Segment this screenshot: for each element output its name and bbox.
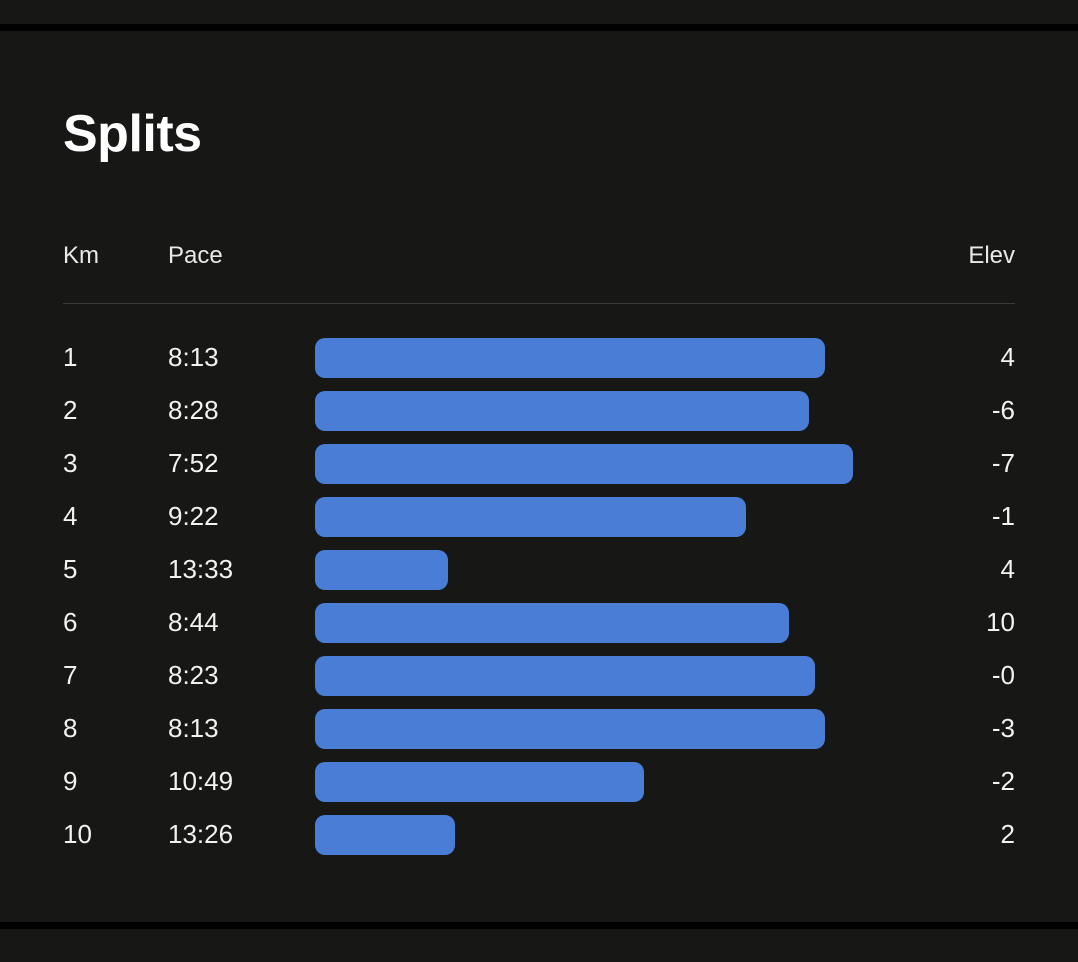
split-pace: 8:23: [168, 660, 219, 691]
split-pace: 7:52: [168, 448, 219, 479]
split-pace-bar: [315, 602, 789, 643]
split-km: 5: [63, 554, 78, 585]
split-elev: -2: [991, 766, 1015, 797]
card-gap: [0, 24, 1078, 31]
split-km: 6: [63, 607, 78, 638]
card-gap: [0, 922, 1078, 929]
split-bar-track: [315, 708, 925, 749]
split-pace-bar: [315, 337, 825, 378]
split-elev: 2: [1000, 819, 1015, 850]
split-elev: 4: [1000, 342, 1015, 373]
split-pace-bar: [315, 761, 644, 802]
col-header-bar-spacer: [315, 239, 925, 272]
split-pace: 8:28: [168, 395, 219, 426]
split-row-5: 5 13:33 4: [63, 543, 1015, 596]
split-bar-track: [315, 496, 925, 537]
split-row-8: 8 8:13 -3: [63, 702, 1015, 755]
next-card-fragment: [0, 929, 1078, 962]
split-elev: -7: [991, 448, 1015, 479]
split-row-1: 1 8:13 4: [63, 331, 1015, 384]
split-bar-track: [315, 655, 925, 696]
split-pace: 8:13: [168, 342, 219, 373]
split-km: 3: [63, 448, 78, 479]
splits-table-body: 1 8:13 4 2 8:28 -6 3 7:52 -7 4 9:22 -1 5 13:33 4 6 8:44 1…: [63, 331, 1015, 861]
split-pace-bar: [315, 655, 815, 696]
split-km: 9: [63, 766, 78, 797]
split-km: 2: [63, 395, 78, 426]
split-km: 7: [63, 660, 78, 691]
split-km: 8: [63, 713, 78, 744]
split-pace: 8:13: [168, 713, 219, 744]
split-bar-track: [315, 814, 925, 855]
split-pace: 13:33: [168, 554, 234, 585]
split-row-7: 7 8:23 -0: [63, 649, 1015, 702]
split-pace-bar: [315, 443, 853, 484]
split-km: 10: [63, 819, 92, 850]
split-row-4: 4 9:22 -1: [63, 490, 1015, 543]
split-elev: 4: [1000, 554, 1015, 585]
col-header-elev: Elev: [968, 242, 1015, 270]
split-row-2: 2 8:28 -6: [63, 384, 1015, 437]
split-pace-bar: [315, 496, 746, 537]
split-pace: 9:22: [168, 501, 219, 532]
split-elev: -0: [991, 660, 1015, 691]
split-bar-track: [315, 390, 925, 431]
split-elev: -1: [991, 501, 1015, 532]
split-pace: 8:44: [168, 607, 219, 638]
split-row-3: 3 7:52 -7: [63, 437, 1015, 490]
split-pace-bar: [315, 549, 448, 590]
split-bar-track: [315, 549, 925, 590]
previous-card-fragment: [0, 0, 1078, 24]
splits-card: Splits Km Pace Elev 1 8:13 4 2 8:28 -6 3 7:52 -7…: [0, 31, 1078, 922]
splits-table-header: Km Pace Elev: [63, 239, 1015, 272]
split-row-6: 6 8:44 10: [63, 596, 1015, 649]
split-elev: 10: [986, 607, 1015, 638]
split-elev: -3: [991, 713, 1015, 744]
split-pace: 10:49: [168, 766, 234, 797]
split-pace-bar: [315, 814, 455, 855]
split-km: 4: [63, 501, 78, 532]
split-bar-track: [315, 443, 925, 484]
col-header-km: Km: [63, 242, 99, 270]
split-row-10: 10 13:26 2: [63, 808, 1015, 861]
col-header-pace: Pace: [168, 242, 223, 270]
split-pace: 13:26: [168, 819, 234, 850]
split-bar-track: [315, 337, 925, 378]
split-pace-bar: [315, 708, 825, 749]
split-km: 1: [63, 342, 78, 373]
split-row-9: 9 10:49 -2: [63, 755, 1015, 808]
header-divider: [63, 303, 1015, 305]
split-bar-track: [315, 761, 925, 802]
split-elev: -6: [991, 395, 1015, 426]
splits-title: Splits: [63, 105, 202, 163]
split-pace-bar: [315, 390, 809, 431]
split-bar-track: [315, 602, 925, 643]
